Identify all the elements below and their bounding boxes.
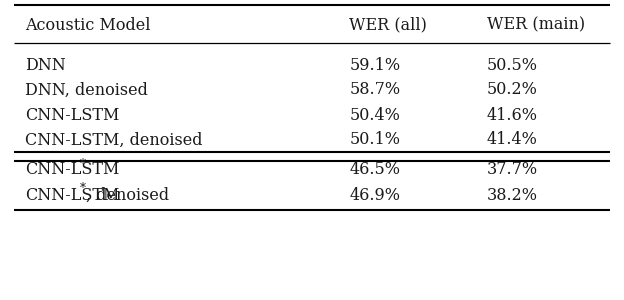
Text: DNN, denoised: DNN, denoised — [25, 82, 148, 98]
Text: 50.2%: 50.2% — [487, 82, 538, 98]
Text: 50.5%: 50.5% — [487, 56, 538, 74]
Text: 50.1%: 50.1% — [349, 131, 401, 148]
Text: 50.4%: 50.4% — [349, 106, 401, 124]
Text: 37.7%: 37.7% — [487, 161, 538, 178]
Text: 38.2%: 38.2% — [487, 187, 538, 203]
Text: CNN-LSTM: CNN-LSTM — [25, 161, 119, 178]
Text: CNN-LSTM: CNN-LSTM — [25, 106, 119, 124]
Text: WER (main): WER (main) — [487, 16, 585, 34]
Text: *: * — [80, 182, 86, 196]
Text: , denoised: , denoised — [86, 187, 169, 203]
Text: 41.6%: 41.6% — [487, 106, 538, 124]
Text: WER (all): WER (all) — [349, 16, 427, 34]
Text: 59.1%: 59.1% — [349, 56, 401, 74]
Text: 41.4%: 41.4% — [487, 131, 538, 148]
Text: Acoustic Model: Acoustic Model — [25, 16, 150, 34]
Text: CNN-LSTM, denoised: CNN-LSTM, denoised — [25, 131, 202, 148]
Text: 46.9%: 46.9% — [349, 187, 401, 203]
Text: 58.7%: 58.7% — [349, 82, 401, 98]
Text: DNN: DNN — [25, 56, 66, 74]
Text: *: * — [80, 158, 86, 170]
Text: CNN-LSTM: CNN-LSTM — [25, 187, 119, 203]
Text: 46.5%: 46.5% — [349, 161, 401, 178]
